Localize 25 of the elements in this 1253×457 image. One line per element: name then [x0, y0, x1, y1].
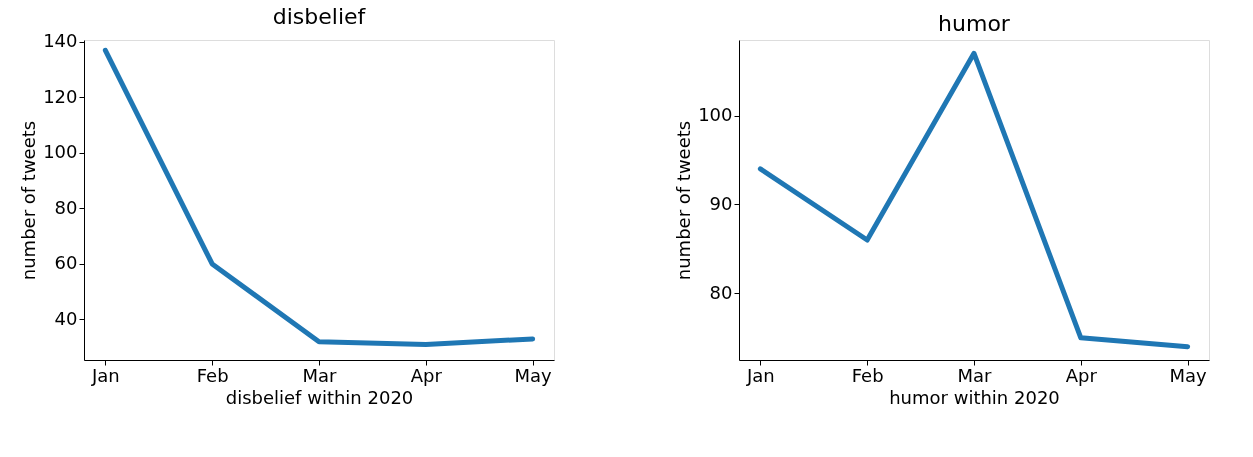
- y-tick-label: 100: [698, 104, 733, 126]
- x-tick-label: Mar: [957, 364, 993, 386]
- x-tick-label: Jan: [745, 364, 775, 386]
- x-axis-title: humor within 2020: [889, 386, 1060, 408]
- y-tick-label: 80: [54, 196, 78, 218]
- y-tick-label: 60: [54, 252, 78, 274]
- x-axis-title: disbelief within 2020: [225, 386, 414, 408]
- y-axis-title: number of tweets: [673, 120, 695, 281]
- y-tick-label: 90: [709, 192, 733, 214]
- x-tick-label: Jan: [90, 364, 120, 386]
- x-tick-label: Feb: [851, 364, 884, 386]
- x-tick-label: May: [1169, 364, 1208, 386]
- y-tick-label: 100: [43, 141, 78, 163]
- x-tick-label: Apr: [1065, 364, 1098, 386]
- x-tick-label: Apr: [410, 364, 443, 386]
- chart-title: disbelief: [272, 3, 367, 29]
- y-tick-label: 80: [709, 281, 733, 303]
- x-tick-label: Mar: [302, 364, 338, 386]
- x-tick-label: May: [514, 364, 553, 386]
- y-tick-label: 40: [54, 307, 78, 329]
- y-axis-title: number of tweets: [18, 120, 40, 281]
- x-tick-label: Feb: [196, 364, 229, 386]
- chart-title: humor: [938, 11, 1011, 36]
- y-tick-label: 140: [43, 30, 78, 52]
- y-tick-label: 120: [43, 85, 78, 107]
